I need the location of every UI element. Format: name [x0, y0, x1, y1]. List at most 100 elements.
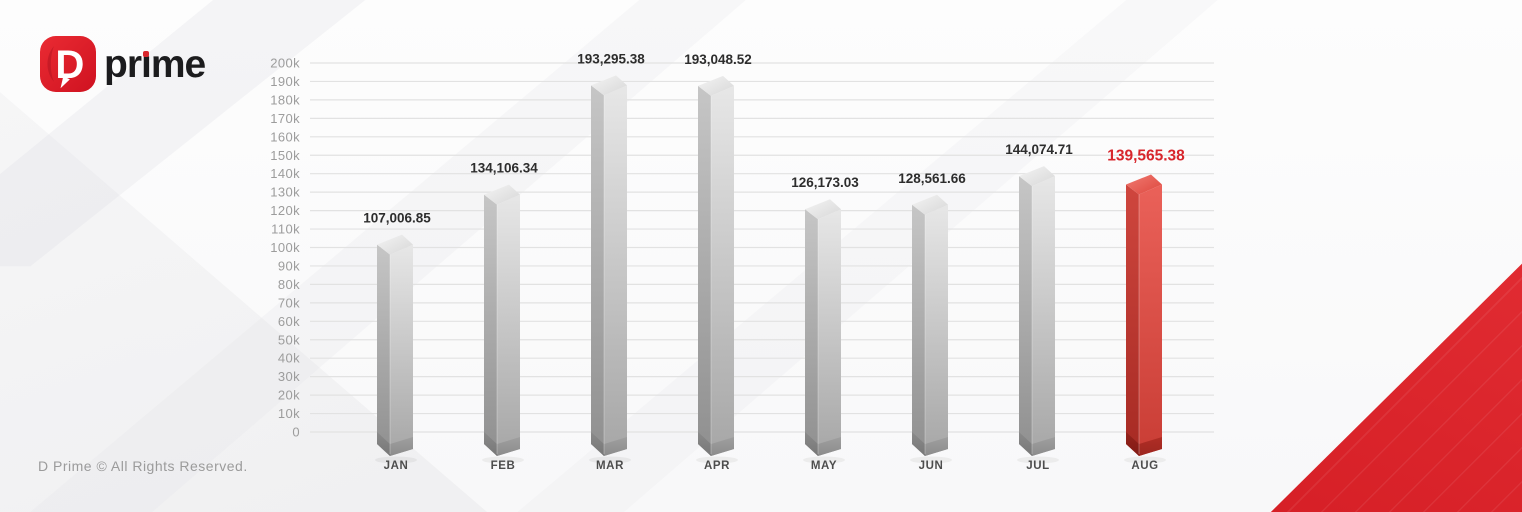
wordmark-i-dot — [142, 50, 149, 57]
brand-logo-mark-icon: D — [40, 36, 96, 92]
y-tick-label: 80k — [278, 277, 300, 292]
bar-foot-right — [390, 437, 413, 456]
y-tick-label: 110k — [271, 222, 300, 237]
labels-layer: 107,006.85 JAN 134,106.34 FEB 193,295.38 MAR 1… — [363, 51, 1185, 472]
bar-reflection — [589, 456, 631, 464]
month-label: AUG — [1131, 460, 1158, 472]
bar-foot-right — [925, 437, 948, 456]
bar-front-face — [711, 85, 734, 457]
y-tick-label: 50k — [278, 332, 300, 347]
y-tick-label: 120k — [270, 203, 300, 218]
bar-reflection — [910, 456, 952, 464]
bar-front-face — [925, 204, 948, 456]
bar-feb — [482, 184, 524, 464]
bar-foot-left — [1019, 432, 1032, 456]
bar-foot-left — [805, 432, 818, 456]
bar-front-face — [497, 194, 520, 457]
bar-left-face — [591, 85, 604, 456]
bar-value-label: 134,106.34 — [470, 161, 538, 176]
bar-foot-left — [377, 432, 390, 456]
bar-foot-left — [1126, 432, 1139, 456]
logo-letter: D — [55, 42, 84, 87]
logo-red-square — [40, 36, 96, 92]
y-tick-label: 0 — [292, 425, 300, 440]
bar-foot-right — [604, 437, 627, 456]
bar-value-label: 128,561.66 — [898, 171, 966, 186]
bar-reflection — [1124, 456, 1166, 464]
bar-mar — [589, 75, 631, 464]
bar-value-label: 126,173.03 — [791, 175, 859, 190]
y-tick-label: 140k — [270, 166, 300, 181]
bar-front-face — [818, 209, 841, 456]
bar-top-cap — [377, 234, 413, 255]
bar-left-face — [698, 85, 711, 457]
bar-left-face — [484, 194, 497, 457]
month-label: JUN — [919, 460, 944, 472]
bar-value-label: 107,006.85 — [363, 211, 431, 226]
bar-foot-left — [591, 432, 604, 456]
bar-foot-right — [1139, 437, 1162, 456]
bar-front-face — [604, 85, 627, 456]
bar-foot-left — [484, 432, 497, 456]
bar-jun — [910, 194, 952, 464]
bar-left-face — [1126, 184, 1139, 456]
bar-jan — [375, 234, 417, 464]
brand-wordmark: pr ıme — [104, 42, 206, 86]
bar-value-label: 193,295.38 — [577, 51, 645, 66]
bar-reflection — [1017, 456, 1059, 464]
bar-foot-left — [912, 432, 925, 456]
y-tick-label: 190k — [270, 74, 300, 89]
bar-value-label: 144,074.71 — [1005, 142, 1073, 157]
wordmark-pr: pr — [104, 42, 142, 86]
y-tick-label: 150k — [270, 148, 300, 163]
bar-left-face — [805, 209, 818, 456]
y-tick-label: 30k — [278, 369, 300, 384]
bar-jul — [1017, 166, 1059, 464]
y-tick-label: 100k — [270, 240, 300, 255]
copyright-text: D Prime © All Rights Reserved. — [38, 458, 248, 474]
y-tick-label: 90k — [278, 258, 300, 273]
bar-top-cap — [484, 184, 520, 205]
month-label: MAR — [596, 460, 624, 472]
month-label: FEB — [491, 460, 516, 472]
y-tick-label: 10k — [278, 406, 300, 421]
y-tick-label: 20k — [278, 388, 300, 403]
y-tick-label: 180k — [270, 92, 300, 107]
bar-front-face — [1139, 184, 1162, 456]
bar-top-cap — [805, 199, 841, 220]
bar-left-face — [1019, 176, 1032, 456]
brand-logo: D pr ıme — [40, 36, 206, 92]
y-tick-label: 60k — [278, 314, 300, 329]
bar-front-face — [390, 244, 413, 456]
y-tick-label: 200k — [270, 56, 300, 71]
bar-foot-right — [497, 437, 520, 456]
bar-foot-right — [711, 437, 734, 456]
bar-top-cap — [912, 194, 948, 215]
month-label: APR — [704, 460, 730, 472]
bar-foot-right — [1032, 437, 1055, 456]
bar-reflection — [696, 456, 738, 464]
bar-top-cap — [698, 75, 734, 96]
month-label: JAN — [384, 460, 409, 472]
bar-apr — [696, 75, 738, 464]
y-tick-label: 70k — [278, 295, 300, 310]
month-label: JUL — [1026, 460, 1050, 472]
bar-top-cap — [1019, 166, 1055, 187]
bar-top-cap — [1126, 174, 1162, 195]
bar-reflection — [803, 456, 845, 464]
bar-reflection — [482, 456, 524, 464]
y-tick-label: 130k — [270, 185, 300, 200]
bars-layer — [375, 75, 1166, 464]
wordmark-i: ı — [141, 42, 152, 86]
month-label: MAY — [811, 460, 837, 472]
y-tick-label: 160k — [270, 129, 300, 144]
grid-layer: 0 10k 20k 30k 40k 50k 60k 70k 80k 90k 100k 110k 120k… — [270, 56, 1214, 440]
bar-aug — [1124, 174, 1166, 464]
bar-top-cap — [591, 75, 627, 96]
bar-may — [803, 199, 845, 464]
bar-front-face — [1032, 176, 1055, 456]
wordmark-me: me — [150, 42, 206, 86]
bar-foot-right — [818, 437, 841, 456]
